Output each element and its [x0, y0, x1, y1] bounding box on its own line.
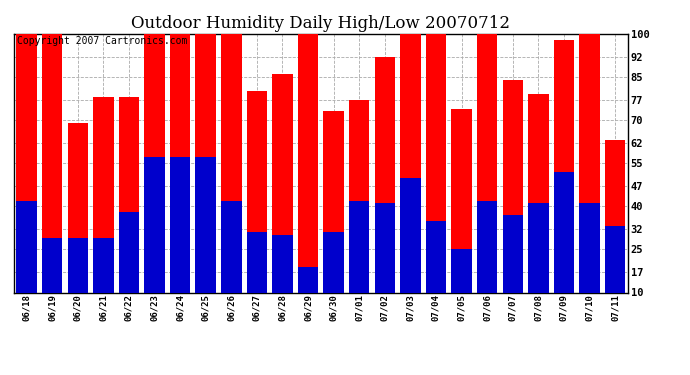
Bar	[375, 203, 395, 292]
Bar	[221, 34, 242, 292]
Bar	[119, 212, 139, 292]
Bar	[273, 235, 293, 292]
Bar	[426, 220, 446, 292]
Bar	[477, 201, 497, 292]
Bar	[400, 34, 421, 292]
Bar	[170, 158, 190, 292]
Bar	[349, 201, 369, 292]
Title: Outdoor Humidity Daily High/Low 20070712: Outdoor Humidity Daily High/Low 20070712	[131, 15, 511, 32]
Bar	[400, 177, 421, 292]
Bar	[221, 201, 242, 292]
Bar	[93, 97, 114, 292]
Bar	[144, 158, 165, 292]
Bar	[42, 34, 62, 292]
Bar	[553, 39, 574, 292]
Bar	[298, 34, 318, 292]
Bar	[451, 249, 472, 292]
Text: Copyright 2007 Cartronics.com: Copyright 2007 Cartronics.com	[17, 36, 187, 46]
Bar	[528, 94, 549, 292]
Bar	[426, 34, 446, 292]
Bar	[144, 34, 165, 292]
Bar	[17, 201, 37, 292]
Bar	[298, 267, 318, 292]
Bar	[375, 57, 395, 292]
Bar	[605, 226, 625, 292]
Bar	[580, 34, 600, 292]
Bar	[502, 215, 523, 292]
Bar	[246, 91, 267, 292]
Bar	[502, 80, 523, 292]
Bar	[17, 34, 37, 292]
Bar	[324, 232, 344, 292]
Bar	[605, 140, 625, 292]
Bar	[195, 158, 216, 292]
Bar	[119, 97, 139, 292]
Bar	[68, 238, 88, 292]
Bar	[451, 108, 472, 292]
Bar	[477, 34, 497, 292]
Bar	[324, 111, 344, 292]
Bar	[195, 34, 216, 292]
Bar	[170, 34, 190, 292]
Bar	[246, 232, 267, 292]
Bar	[273, 74, 293, 292]
Bar	[93, 238, 114, 292]
Bar	[553, 172, 574, 292]
Bar	[68, 123, 88, 292]
Bar	[580, 203, 600, 292]
Bar	[349, 100, 369, 292]
Bar	[528, 203, 549, 292]
Bar	[42, 238, 62, 292]
